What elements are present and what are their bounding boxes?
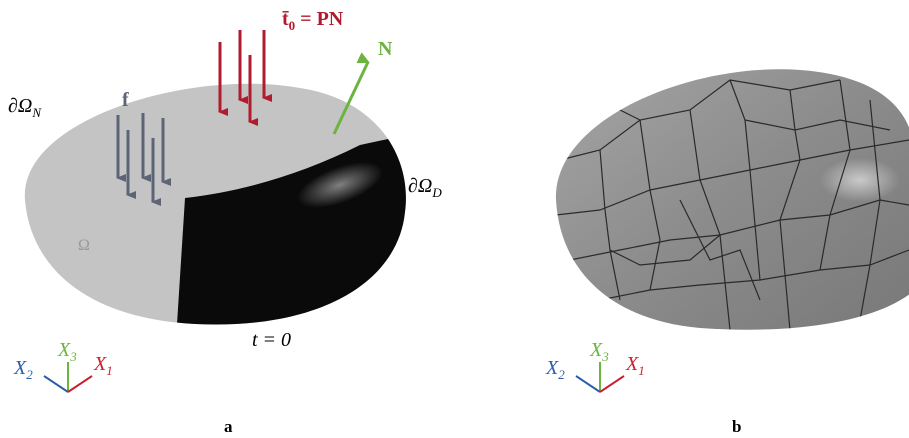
figure: t̄0 = PN N ∂ΩN f Ω ∂ΩD t = 0 X2 X3 X1 a <box>0 0 909 438</box>
text-part: N <box>31 105 42 120</box>
axis-label: X2 <box>13 357 33 382</box>
text-part: X <box>589 339 603 361</box>
axis-label: X2 <box>545 357 565 382</box>
text-part: ∂Ω <box>408 175 432 197</box>
normal-label: N <box>378 38 393 60</box>
text-part: 2 <box>558 367 565 382</box>
domain-label: Ω <box>78 237 90 254</box>
traction-label: t̄0 = PN <box>282 8 344 33</box>
text-part: 1 <box>106 363 113 378</box>
axes-triad <box>576 362 624 392</box>
axes-triad <box>44 362 92 392</box>
text-part: X <box>93 353 107 375</box>
text-part: X <box>545 357 559 379</box>
panel-label: b <box>732 417 741 436</box>
text-part: 1 <box>638 363 645 378</box>
body <box>0 60 430 340</box>
axis-label: X1 <box>93 353 113 378</box>
text-part: 3 <box>69 349 77 364</box>
dirichlet-label: ∂ΩD <box>408 175 442 200</box>
text-part: D <box>431 185 442 200</box>
panel-a: t̄0 = PN N ∂ΩN f Ω ∂ΩD t = 0 X2 X3 X1 a <box>0 8 442 436</box>
neumann-label: ∂ΩN <box>8 95 42 120</box>
text-part: X <box>57 339 71 361</box>
text-part: 3 <box>601 349 609 364</box>
text-part: X <box>625 353 639 375</box>
body-force-label: f <box>122 89 129 111</box>
axis-label: X1 <box>625 353 645 378</box>
text-part: X <box>13 357 27 379</box>
text-part: 2 <box>26 367 33 382</box>
axis-label: X3 <box>57 339 77 364</box>
text-part: = PN <box>295 8 344 30</box>
text-part: ∂Ω <box>8 95 32 117</box>
axis-label: X3 <box>589 339 609 364</box>
panel-label: a <box>224 417 233 436</box>
time-label: t = 0 <box>252 329 291 351</box>
panel-b: X2 X3 X1 b <box>540 50 909 436</box>
body-mesh <box>540 50 909 350</box>
